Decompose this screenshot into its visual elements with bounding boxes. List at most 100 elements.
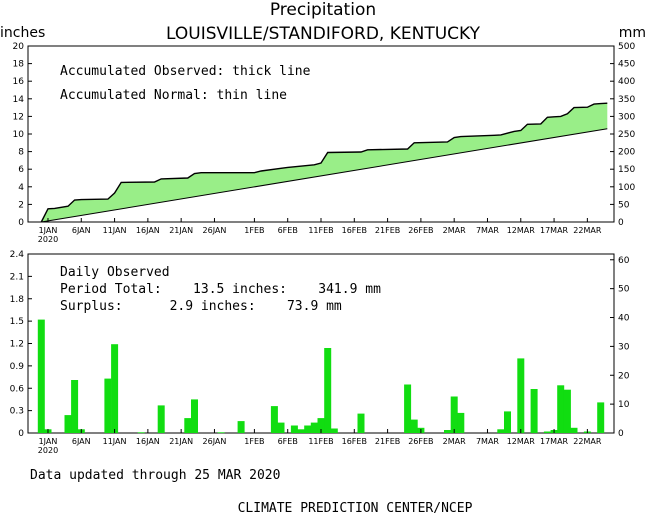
daily-bar bbox=[297, 429, 305, 433]
daily-bar bbox=[324, 348, 332, 433]
x-tick-label: 21JAN bbox=[169, 226, 193, 235]
daily-left-axis: 0 0.3 0.6 0.9 1.2 1.5 1.8 2.1 2.4 bbox=[10, 250, 32, 439]
y-tick-label: 0 bbox=[18, 429, 24, 439]
y2-tick-label: 500 bbox=[618, 42, 635, 52]
x-tick-label: 21FEB bbox=[375, 226, 400, 235]
daily-bar bbox=[104, 378, 112, 433]
daily-bar bbox=[277, 422, 285, 433]
daily-right-axis: 0 10 20 30 40 50 60 bbox=[610, 256, 630, 439]
station-name: LOUISVILLE/STANDIFORD, KENTUCKY bbox=[166, 24, 481, 44]
x-tick-label: 6JAN bbox=[72, 226, 91, 235]
x-tick-label: 22MAR bbox=[573, 437, 602, 446]
x-tick-label: 11JAN bbox=[103, 437, 127, 446]
accumulated-normal-line bbox=[41, 128, 608, 223]
data-updated-text: Data updated through 25 MAR 2020 bbox=[30, 468, 280, 483]
y-tick-label: 1.8 bbox=[10, 295, 25, 305]
daily-bar bbox=[457, 412, 465, 433]
x-tick-label: 7MAR bbox=[476, 437, 499, 446]
y2-tick-label: 200 bbox=[618, 148, 635, 158]
y2-tick-label: 0 bbox=[618, 429, 624, 439]
daily-bar bbox=[64, 415, 72, 433]
period-total: Period Total: 13.5 inches: 341.9 mm bbox=[60, 282, 381, 297]
daily-bar bbox=[517, 358, 525, 433]
daily-bar bbox=[317, 418, 325, 433]
daily-bar bbox=[357, 413, 365, 433]
daily-bar bbox=[563, 389, 571, 433]
x-tick-label: 2MAR bbox=[443, 226, 466, 235]
x-tick-label: 11FEB bbox=[308, 437, 333, 446]
daily-bar bbox=[504, 411, 511, 433]
y-tick-label: 0.6 bbox=[10, 384, 25, 394]
year-label: 2020 bbox=[38, 446, 58, 455]
y-tick-label: 6 bbox=[18, 165, 24, 175]
y2-tick-label: 250 bbox=[618, 130, 635, 140]
daily-bar bbox=[410, 419, 418, 433]
x-tick-label: 16FEB bbox=[342, 226, 367, 235]
daily-bar bbox=[137, 432, 145, 434]
x-tick-label: 12MAR bbox=[507, 226, 536, 235]
y2-tick-label: 350 bbox=[618, 95, 635, 105]
x-tick-label: 16JAN bbox=[136, 437, 160, 446]
daily-plot-frame bbox=[27, 253, 615, 434]
accumulated-panel: 0 2 4 6 8 10 12 14 16 18 20 0 50 100 150 200 250 300 350 4… bbox=[13, 42, 636, 244]
daily-panel: 00.30.60.91.21.51.82.12.4 0102030405060 … bbox=[10, 250, 630, 455]
x-tick-label: 1JAN bbox=[39, 437, 58, 446]
daily-bar bbox=[530, 389, 538, 433]
x-tick-label: 16JAN bbox=[136, 226, 160, 235]
y2-tick-label: 60 bbox=[618, 256, 630, 266]
x-tick-label: 16FEB bbox=[342, 437, 367, 446]
x-tick-label: 26JAN bbox=[203, 226, 227, 235]
x-tick-label: 1FEB bbox=[244, 437, 264, 446]
daily-bar bbox=[111, 344, 119, 433]
y2-tick-label: 20 bbox=[618, 371, 630, 381]
legend-normal: Accumulated Normal: thin line bbox=[60, 88, 287, 103]
chart-title: Precipitation bbox=[270, 0, 376, 20]
x-tick-label: 7MAR bbox=[476, 226, 499, 235]
daily-bar bbox=[444, 430, 451, 433]
y-tick-label: 2.1 bbox=[10, 272, 24, 282]
accumulated-x-axis: 1JAN 6JAN 11JAN 16JAN 21JAN 26JAN 1FEB 6FEB 11FE… bbox=[38, 218, 602, 244]
y-tick-label: 0 bbox=[18, 218, 24, 228]
legend-observed: Accumulated Observed: thick line bbox=[60, 64, 311, 79]
x-tick-label: 11JAN bbox=[103, 226, 127, 235]
y-tick-label: 8 bbox=[18, 148, 24, 158]
x-tick-label: 21FEB bbox=[375, 437, 400, 446]
x-tick-label: 2MAR bbox=[443, 437, 466, 446]
accumulated-observed-line bbox=[40, 102, 608, 223]
daily-bar bbox=[290, 425, 298, 433]
left-unit-label: inches bbox=[0, 25, 45, 41]
accumulated-left-axis: 0 2 4 6 8 10 12 14 16 18 20 bbox=[13, 42, 32, 228]
daily-bar bbox=[157, 405, 165, 433]
y-tick-label: 4 bbox=[18, 183, 24, 193]
daily-bar bbox=[450, 396, 458, 433]
x-tick-label: 26FEB bbox=[408, 437, 433, 446]
right-unit-label: mm bbox=[619, 25, 646, 41]
daily-bar bbox=[184, 418, 192, 433]
source-credit: CLIMATE PREDICTION CENTER/NCEP bbox=[238, 501, 473, 516]
daily-bar bbox=[543, 431, 551, 433]
x-tick-label: 11FEB bbox=[308, 226, 333, 235]
y-tick-label: 12 bbox=[13, 112, 24, 122]
daily-observed-label: Daily Observed bbox=[60, 265, 170, 280]
daily-bar bbox=[37, 319, 45, 433]
x-tick-label: 22MAR bbox=[573, 226, 602, 235]
daily-bar bbox=[570, 427, 578, 433]
daily-bar bbox=[217, 432, 225, 434]
daily-bars bbox=[37, 319, 605, 434]
y2-tick-label: 150 bbox=[618, 165, 635, 175]
daily-bar bbox=[270, 406, 278, 433]
accumulated-right-axis: 0 50 100 150 200 250 300 350 400 450 500 bbox=[610, 42, 635, 228]
y-tick-label: 16 bbox=[13, 77, 25, 87]
daily-bar bbox=[330, 428, 338, 433]
x-tick-label: 6FEB bbox=[278, 437, 298, 446]
surplus-text: Surplus: 2.9 inches: 73.9 mm bbox=[60, 299, 342, 314]
x-tick-label: 26JAN bbox=[203, 437, 227, 446]
daily-bar bbox=[237, 421, 245, 433]
y2-tick-label: 50 bbox=[618, 200, 630, 210]
x-tick-label: 1FEB bbox=[244, 226, 264, 235]
x-tick-label: 6FEB bbox=[278, 226, 298, 235]
y2-tick-label: 40 bbox=[618, 314, 630, 324]
y2-tick-label: 10 bbox=[618, 400, 630, 410]
x-tick-label: 26FEB bbox=[408, 226, 433, 235]
